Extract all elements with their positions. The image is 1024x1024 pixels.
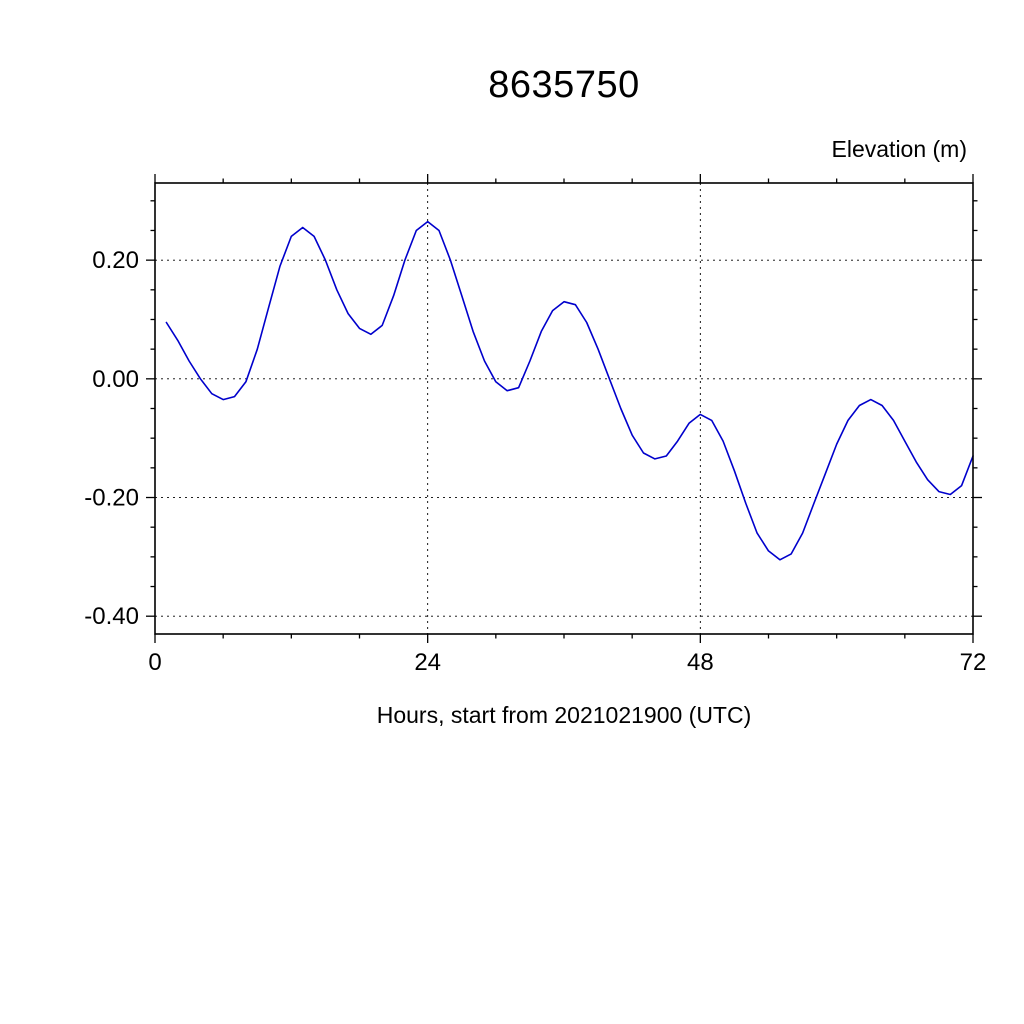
x-tick-label: 48 [687,649,714,676]
y-tick-label: 0.20 [92,247,139,274]
x-tick-label: 72 [960,649,987,676]
y-axis-label: Elevation (m) [831,136,967,162]
y-tick-label: 0.00 [92,366,139,393]
tide-series-line [165,220,974,561]
y-tick-label: -0.40 [84,603,139,630]
plot-title: 8635750 [488,64,640,106]
x-tick-label: 24 [414,649,441,676]
y-tick-label: -0.20 [84,485,139,512]
plot-frame [154,182,974,635]
x-axis-label: Hours, start from 2021021900 (UTC) [376,702,752,728]
x-tick-label: 0 [148,649,161,676]
